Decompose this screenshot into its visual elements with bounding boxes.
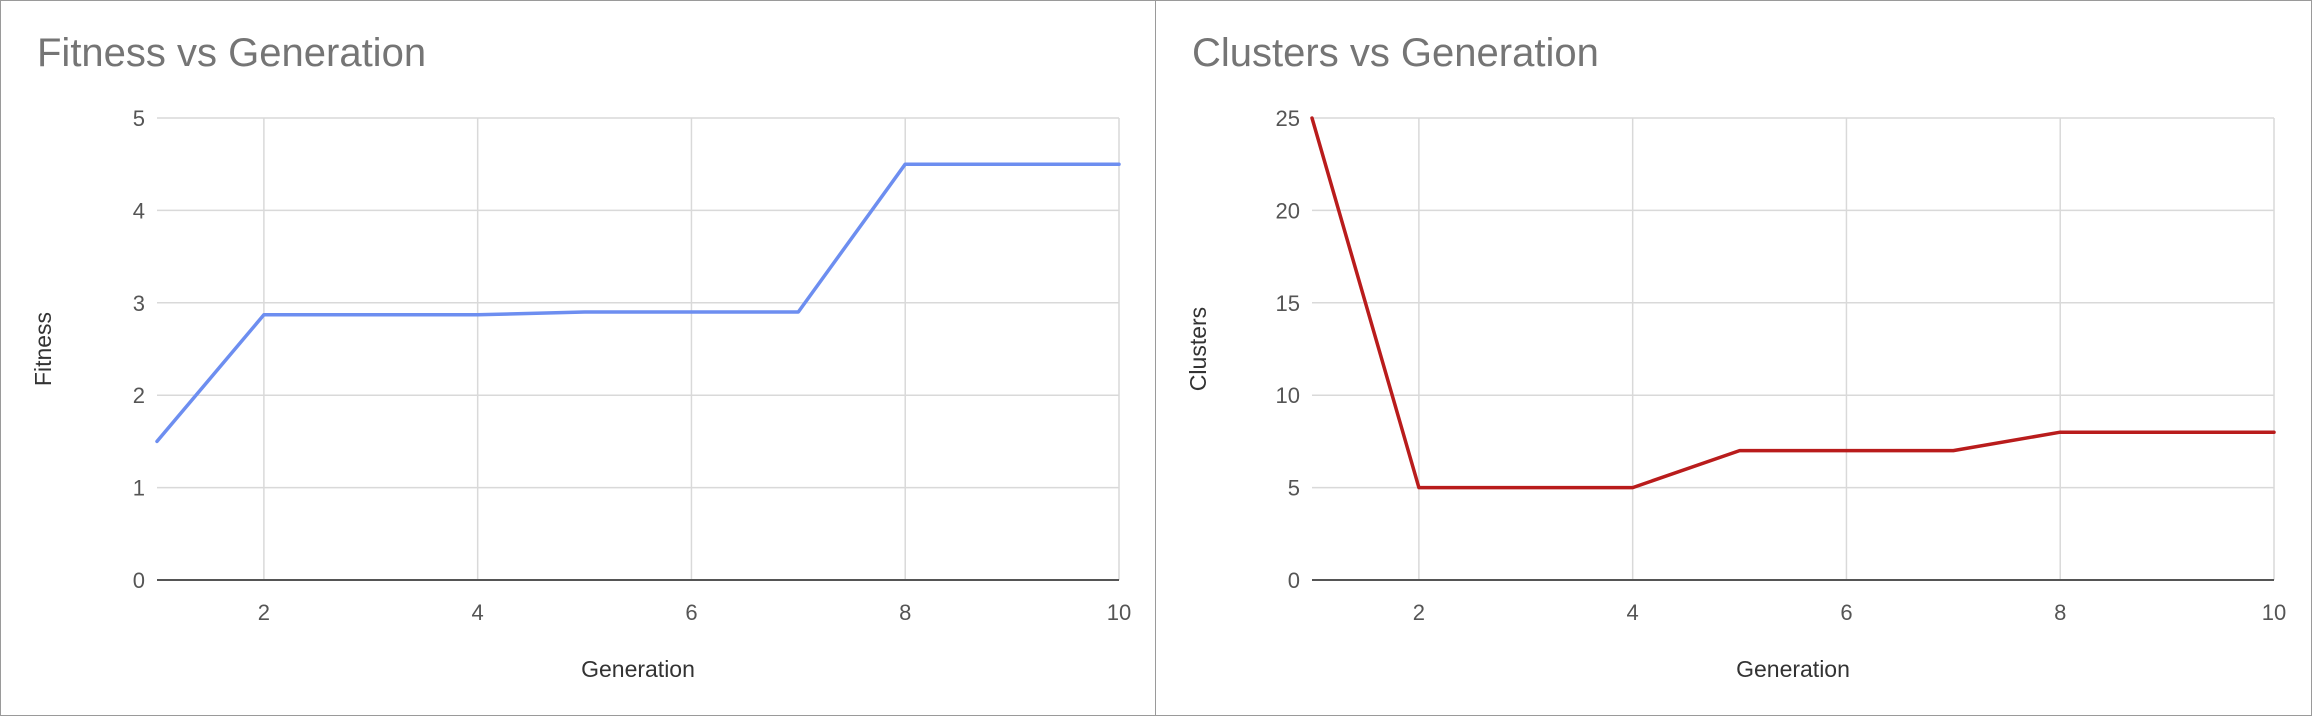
clusters-chart: 0 5 10 15 20 25 2 4 6 8 10 Generation Clusters — [1185, 106, 2286, 682]
chart-title: Clusters vs Generation — [1192, 31, 1599, 75]
x-tick-label: 10 — [2262, 600, 2286, 625]
x-axis-label: Generation — [581, 656, 695, 682]
y-tick-label: 5 — [133, 106, 145, 131]
y-tick-label: 20 — [1276, 198, 1300, 223]
x-tick-label: 4 — [1627, 600, 1639, 625]
y-axis-label: Clusters — [1185, 307, 1211, 391]
y-tick-label: 3 — [133, 291, 145, 316]
series-line — [155, 162, 1121, 444]
y-tick-label: 2 — [133, 383, 145, 408]
clusters-chart-panel: Clusters vs Generation 0 5 10 15 20 25 2 4 6 8 10 G… — [1155, 0, 2312, 716]
y-tick-label: 25 — [1276, 106, 1300, 131]
x-axis-label: Generation — [1736, 656, 1850, 682]
y-tick-label: 0 — [133, 568, 145, 593]
fitness-chart-panel: Fitness vs Generation 0 1 2 3 4 5 2 4 6 8 10 Genera… — [0, 0, 1156, 716]
series-line — [1310, 116, 2276, 490]
x-tick-label: 6 — [685, 600, 697, 625]
chart-title: Fitness vs Generation — [37, 31, 427, 75]
fitness-chart: 0 1 2 3 4 5 2 4 6 8 10 Generation Fitness — [30, 106, 1131, 682]
y-tick-label: 10 — [1276, 383, 1300, 408]
y-tick-label: 0 — [1288, 568, 1300, 593]
x-tick-label: 2 — [258, 600, 270, 625]
x-tick-label: 4 — [472, 600, 484, 625]
x-tick-label: 6 — [1840, 600, 1852, 625]
y-tick-label: 5 — [1288, 476, 1300, 501]
y-tick-label: 1 — [133, 476, 145, 501]
y-tick-label: 15 — [1276, 291, 1300, 316]
y-tick-label: 4 — [133, 198, 145, 223]
x-tick-label: 8 — [2054, 600, 2066, 625]
x-tick-label: 8 — [899, 600, 911, 625]
x-tick-label: 10 — [1107, 600, 1131, 625]
y-axis-label: Fitness — [30, 312, 56, 386]
x-tick-label: 2 — [1413, 600, 1425, 625]
